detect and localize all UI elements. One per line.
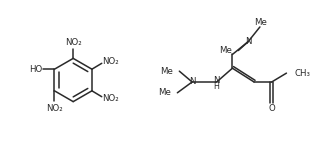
Text: NO₂: NO₂ [46,104,63,113]
Text: NO₂: NO₂ [102,57,119,66]
Text: HO: HO [29,65,42,74]
Text: CH₃: CH₃ [294,69,310,78]
Text: Me: Me [161,67,173,76]
Text: N: N [213,76,220,85]
Text: N: N [189,77,195,86]
Text: H: H [214,82,220,91]
Text: O: O [268,104,275,113]
Text: Me: Me [220,46,232,55]
Text: NO₂: NO₂ [65,38,82,47]
Text: Me: Me [159,88,172,97]
Text: Me: Me [254,18,267,27]
Text: N: N [245,37,251,46]
Text: NO₂: NO₂ [102,94,119,103]
